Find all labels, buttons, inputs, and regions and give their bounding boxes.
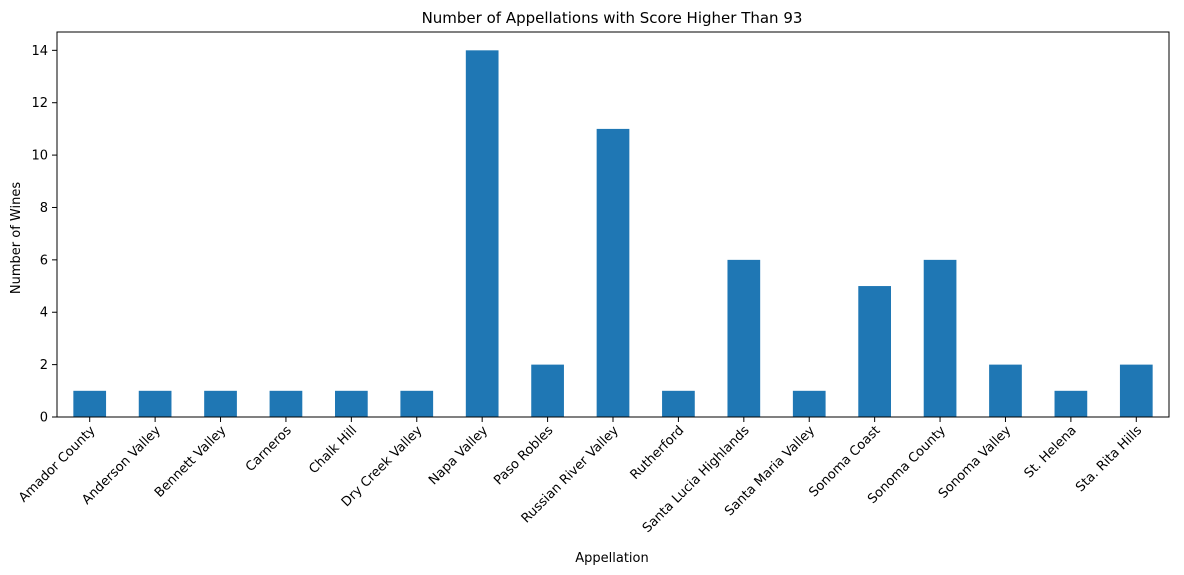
x-tick-label-10: Santa Lucia Highlands (640, 423, 753, 536)
x-tick-label-9: Rutherford (628, 423, 688, 483)
bar-10 (727, 259, 761, 417)
bar-11 (792, 390, 826, 417)
bar-6 (465, 50, 499, 417)
bar-4 (335, 390, 368, 417)
bar-8 (596, 128, 630, 417)
bar-0 (73, 390, 107, 417)
x-tick-label-7: Paso Robles (491, 423, 556, 488)
y-tick-label-0: 0 (40, 411, 48, 426)
y-tick-label-6: 12 (31, 96, 48, 111)
bar-16 (1119, 364, 1153, 417)
bar-7 (531, 364, 564, 417)
x-tick-label-16: Sta. Rita Hills (1073, 423, 1145, 495)
x-tick-label-4: Chalk Hill (306, 423, 360, 477)
bars-group (73, 50, 1153, 417)
y-tick-label-7: 14 (31, 44, 48, 59)
x-tick-label-3: Carneros (243, 423, 295, 475)
y-tick-label-5: 10 (31, 149, 48, 164)
bar-2 (204, 390, 237, 417)
bar-5 (400, 390, 434, 417)
y-tick-label-3: 6 (40, 253, 48, 268)
bar-9 (662, 390, 695, 417)
y-tick-label-2: 4 (40, 306, 48, 321)
bar-3 (269, 390, 303, 417)
chart-title: Number of Appellations with Score Higher… (422, 9, 803, 27)
bar-12 (858, 286, 891, 417)
x-tick-label-2: Bennett Valley (152, 423, 230, 501)
bar-14 (989, 364, 1022, 417)
x-axis-label: Appellation (575, 551, 649, 566)
x-tick-label-6: Napa Valley (426, 423, 491, 488)
y-tick-label-1: 2 (40, 358, 48, 373)
y-axis: 0 2 4 6 8 10 12 14 (31, 44, 57, 426)
y-tick-label-4: 8 (40, 201, 48, 216)
x-tick-label-15: St. Helena (1022, 423, 1080, 481)
bar-13 (923, 259, 957, 417)
bar-1 (138, 390, 172, 417)
y-axis-label: Number of Wines (9, 182, 24, 294)
bar-15 (1054, 390, 1088, 417)
